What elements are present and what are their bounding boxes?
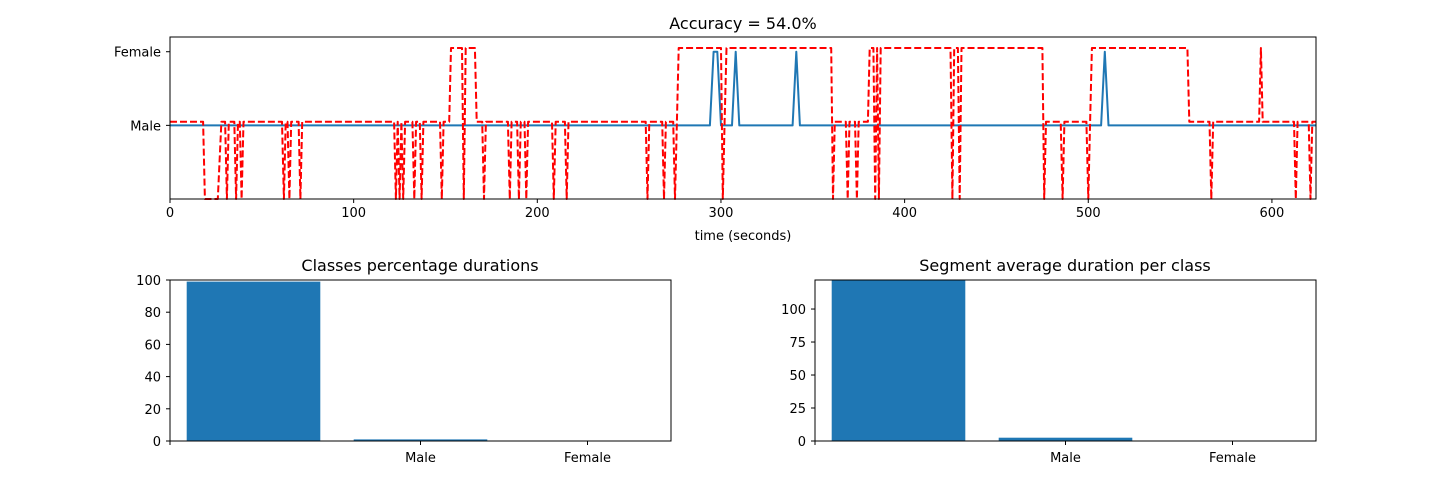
y-tick-label: Male bbox=[130, 119, 161, 134]
bar-female bbox=[998, 437, 1133, 441]
y-tick-label: 80 bbox=[144, 306, 161, 321]
y-tick-label: 40 bbox=[144, 371, 161, 386]
x-axis-label: time (seconds) bbox=[695, 229, 792, 244]
x-tick-label: 300 bbox=[709, 206, 734, 221]
x-axis: 0 100 200 300 400 500 600 bbox=[166, 199, 1284, 221]
y-axis: 0 20 40 60 80 100 bbox=[136, 274, 170, 450]
y-tick-label: 0 bbox=[798, 435, 806, 450]
x-tick-label: Male bbox=[1050, 451, 1081, 466]
y-tick-label: 60 bbox=[144, 338, 161, 353]
x-tick-label: 400 bbox=[892, 206, 917, 221]
series-line-1 bbox=[170, 47, 1316, 200]
y-axis: Male Female bbox=[114, 46, 170, 134]
y-tick-label: 100 bbox=[781, 303, 806, 318]
x-tick-label: Male bbox=[405, 451, 436, 466]
bar-female bbox=[353, 439, 488, 441]
x-tick-label: 0 bbox=[166, 206, 174, 221]
chart-title: Segment average duration per class bbox=[919, 256, 1210, 275]
x-tick-label: 500 bbox=[1076, 206, 1101, 221]
chart-title: Accuracy = 54.0% bbox=[669, 14, 816, 33]
percentage-bar-chart: Classes percentage durations Male Female … bbox=[136, 256, 672, 466]
y-tick-label: 25 bbox=[789, 402, 806, 417]
x-tick-label: Female bbox=[564, 451, 611, 466]
y-tick-label: 50 bbox=[789, 369, 806, 384]
series-line-0 bbox=[170, 50, 1316, 127]
x-tick-label: Female bbox=[1209, 451, 1256, 466]
timeline-chart: Accuracy = 54.0% 0 100 200 300 400 500 600 Mal… bbox=[114, 14, 1317, 244]
bars-group bbox=[831, 280, 1133, 441]
timeline-series-group bbox=[170, 47, 1316, 200]
y-tick-label: 0 bbox=[153, 435, 161, 450]
y-axis: 0 25 50 75 100 bbox=[781, 303, 815, 450]
x-tick-label: 600 bbox=[1260, 206, 1285, 221]
y-tick-label: Female bbox=[114, 46, 161, 61]
duration-bar-chart: Segment average duration per class Male F… bbox=[781, 256, 1317, 466]
plot-frame bbox=[169, 36, 1317, 200]
x-axis: Male Female bbox=[814, 441, 1256, 466]
y-tick-label: 100 bbox=[136, 274, 161, 289]
bar-male bbox=[186, 281, 321, 441]
y-tick-label: 20 bbox=[144, 403, 161, 418]
x-tick-label: 200 bbox=[525, 206, 550, 221]
chart-title: Classes percentage durations bbox=[301, 256, 538, 275]
y-tick-label: 75 bbox=[789, 336, 806, 351]
bar-male bbox=[831, 280, 966, 441]
bars-group bbox=[186, 281, 488, 441]
x-tick-label: 100 bbox=[341, 206, 366, 221]
x-axis: Male Female bbox=[169, 441, 611, 466]
